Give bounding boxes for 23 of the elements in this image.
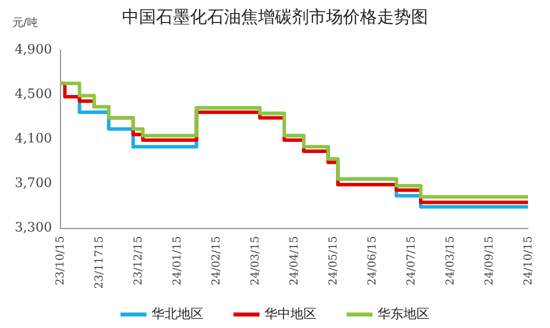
x-tick-label: 24/05/15 (326, 236, 340, 286)
x-tick-label: 23/11715 (92, 236, 106, 289)
y-tick-label: 4,500 (14, 87, 52, 102)
x-tick-label: 24/03/15 (444, 236, 456, 286)
x-tick-label: 24/01/15 (170, 236, 184, 286)
x-tick-label: 23/10/15 (54, 236, 66, 286)
y-tick-label: 3,300 (14, 220, 52, 236)
x-tick-label: 24/09/15 (482, 236, 496, 286)
x-tick-label: 23/12/15 (132, 236, 144, 286)
x-tick-label: 24/06/15 (366, 236, 378, 286)
x-tick-label: 24/03/15 (248, 236, 262, 286)
x-tick-label: 24/07/15 (404, 236, 418, 286)
y-tick-label: 3,700 (14, 176, 52, 191)
y-axis-title: 元/吨 (12, 16, 38, 29)
x-tick-label: 24/04/15 (288, 236, 300, 286)
legend-label: 华北地区 (152, 307, 204, 322)
y-tick-label: 4,900 (14, 42, 52, 58)
x-tick-label: 24/02/15 (210, 236, 222, 286)
y-tick-label: 4,100 (14, 132, 52, 146)
chart-title: 中国石墨化石油焦增碳剂市场价格走势图 (122, 8, 428, 28)
legend-label: 华中地区 (264, 307, 316, 322)
x-tick-label: 24/10/15 (522, 236, 534, 286)
legend-label: 华东地区 (378, 307, 430, 322)
